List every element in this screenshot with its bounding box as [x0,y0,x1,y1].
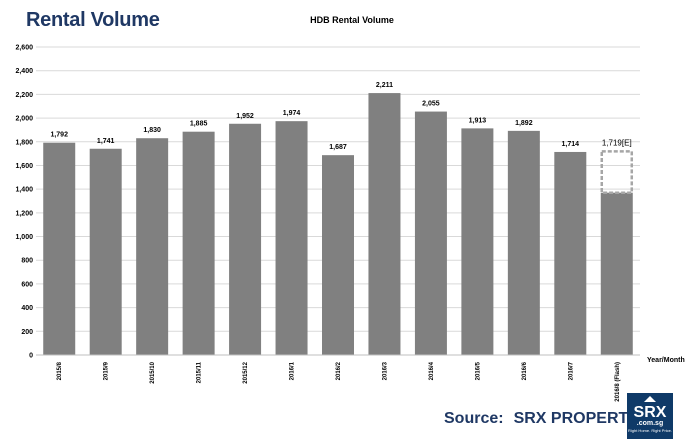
source-name: SRX PROPERTY [513,410,639,427]
data-label: 1,913 [469,117,487,124]
bar [136,138,169,355]
page-heading: Rental Volume [26,9,160,31]
y-tick-label: 2,200 [15,92,33,99]
logo-brand: SRX [633,404,667,421]
data-label: 1,952 [236,113,254,120]
x-tick-label: 2016/6 [522,361,528,380]
x-tick-label: 2015/8 [57,361,63,380]
y-tick-label: 1,400 [15,187,33,194]
bar [461,128,494,355]
x-axis-label: Year/Month [647,357,685,364]
data-label: 1,892 [515,120,533,127]
bar [322,155,354,355]
y-tick-label: 800 [21,258,33,265]
y-tick-label: 200 [21,329,33,336]
x-tick-label: 2015/10 [150,361,156,383]
estimate-bar-outline [600,150,634,194]
data-label: 1,687 [329,144,347,151]
bar [229,123,262,355]
data-label: 2,055 [422,101,440,108]
y-tick-label: 1,800 [15,139,33,146]
bar [414,111,447,355]
value-labels: 1,792 1,741 1,830 1,885 1,952 1,974 1,687 2,211… [50,82,631,151]
y-tick-label: 400 [21,305,33,312]
x-tick-label: 2016/3 [382,361,388,380]
logo-tagline: Right Home. Right Price. [627,428,672,433]
x-tick-label: 2015/11 [197,361,203,383]
y-tick-label: 2,400 [15,68,33,75]
data-label: 1,792 [50,132,68,139]
data-label: 1,885 [190,121,208,128]
x-tick-label: 2016/2 [336,361,342,380]
srx-logo: SRX .com.sg Right Home. Right Price. [627,393,673,439]
x-tick-label: 2016/7 [568,361,574,380]
y-tick-label: 0 [29,353,33,360]
y-tick-label: 1,600 [15,163,33,170]
x-tick-label: 2016/5 [475,361,481,380]
logo-domain: .com.sg [636,420,664,427]
bar [507,130,540,355]
data-label: 1,830 [143,127,161,134]
data-label: 1,974 [283,110,301,117]
data-label: 2,211 [376,82,393,89]
x-tick-label: 2015/12 [243,361,249,383]
bar [554,151,587,355]
y-tick-label: 2,000 [15,116,33,123]
y-axis-ticks: 0 200 400 600 800 1,000 1,200 1,400 1,600 1,800 2,… [15,45,33,360]
bar [368,93,401,355]
y-tick-label: 2,600 [15,45,33,52]
bar [275,121,308,355]
source-label: Source: [444,410,504,427]
bar [89,148,122,355]
chart-title: HDB Rental Volume [310,15,394,25]
y-tick-label: 1,000 [15,234,33,241]
data-label: 1,714 [562,141,580,148]
x-tick-label: 2015/9 [104,361,110,380]
x-tick-label: 2016/1 [290,361,296,380]
data-label: 1,719[E] [602,138,632,147]
bar [43,142,76,355]
data-label: 1,741 [97,138,115,145]
house-icon [644,396,656,402]
y-tick-label: 1,200 [15,210,33,217]
bar [600,192,633,355]
x-tick-label: 2016/8 (Flash) [615,362,621,402]
x-tick-label: 2016/4 [429,361,435,380]
bar [182,131,215,355]
bars [43,93,634,355]
y-tick-label: 600 [21,281,33,288]
source-caption: Source: SRX PROPERTY [444,410,639,428]
x-axis-ticks: 2015/8 2015/9 2015/10 2015/11 2015/12 2016/1 2… [57,361,621,401]
